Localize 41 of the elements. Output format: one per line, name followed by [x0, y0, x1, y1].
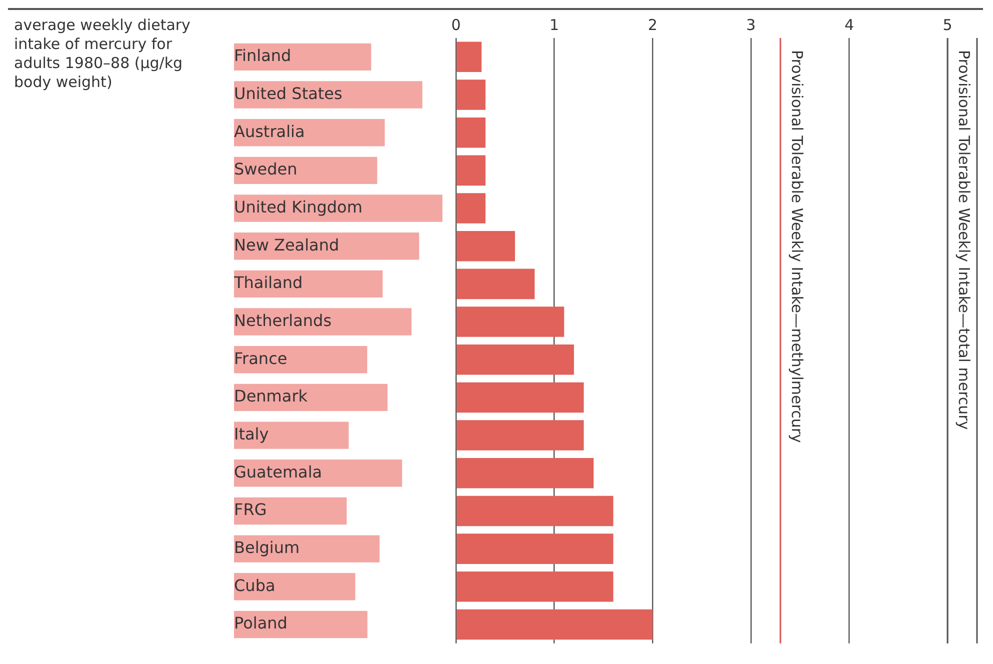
- text: average weekly dietary intake of mercury for adults 1980–88 (µg/kg body weight): [14, 16, 192, 92]
- bar: [456, 534, 614, 564]
- bar: [456, 42, 482, 72]
- x-tick-label: 4: [844, 16, 854, 34]
- bar: [456, 344, 574, 375]
- y-tick-label: United States: [234, 84, 342, 103]
- y-tick-label: Cuba: [234, 576, 276, 595]
- bar: [456, 458, 594, 488]
- bar: [456, 268, 535, 300]
- x-tick-label: 0: [451, 16, 461, 34]
- x-tick-label: 2: [648, 16, 658, 34]
- bar: [456, 306, 564, 337]
- y-tick-label: Sweden: [234, 160, 298, 179]
- y-tick-label: New Zealand: [234, 235, 340, 254]
- x-tick-label: 1: [550, 16, 560, 34]
- y-tick-label: Netherlands: [234, 310, 332, 330]
- y-tick-label: Italy: [234, 424, 269, 444]
- ref-line-label: Provisional Tolerable Weekly Intake—total mercury: [955, 50, 974, 430]
- bar: [456, 117, 486, 148]
- x-tick-label: 3: [746, 16, 756, 34]
- y-tick-label: Denmark: [234, 386, 308, 406]
- bar: [456, 80, 486, 110]
- bar: [456, 609, 653, 640]
- y-tick-label: Poland: [234, 614, 288, 633]
- y-tick-label: Finland: [234, 46, 292, 66]
- y-tick-label: France: [234, 348, 288, 368]
- x-tick-label: 5: [942, 16, 952, 34]
- bar: [456, 193, 486, 224]
- y-tick-label: Belgium: [234, 538, 300, 557]
- y-tick-label: Australia: [234, 122, 305, 141]
- bar: [456, 572, 614, 602]
- y-tick-label: Thailand: [233, 273, 303, 292]
- y-tick-label: United Kingdom: [234, 197, 362, 216]
- y-tick-label: FRG: [234, 500, 267, 520]
- bar: [456, 382, 584, 413]
- bar: [456, 420, 584, 450]
- ref-line-label: Provisional Tolerable Weekly Intake—methylmercury: [788, 50, 806, 444]
- bar: [456, 230, 515, 262]
- bar: [456, 155, 486, 186]
- y-tick-label: Guatemala: [234, 462, 322, 482]
- bar: [456, 496, 614, 526]
